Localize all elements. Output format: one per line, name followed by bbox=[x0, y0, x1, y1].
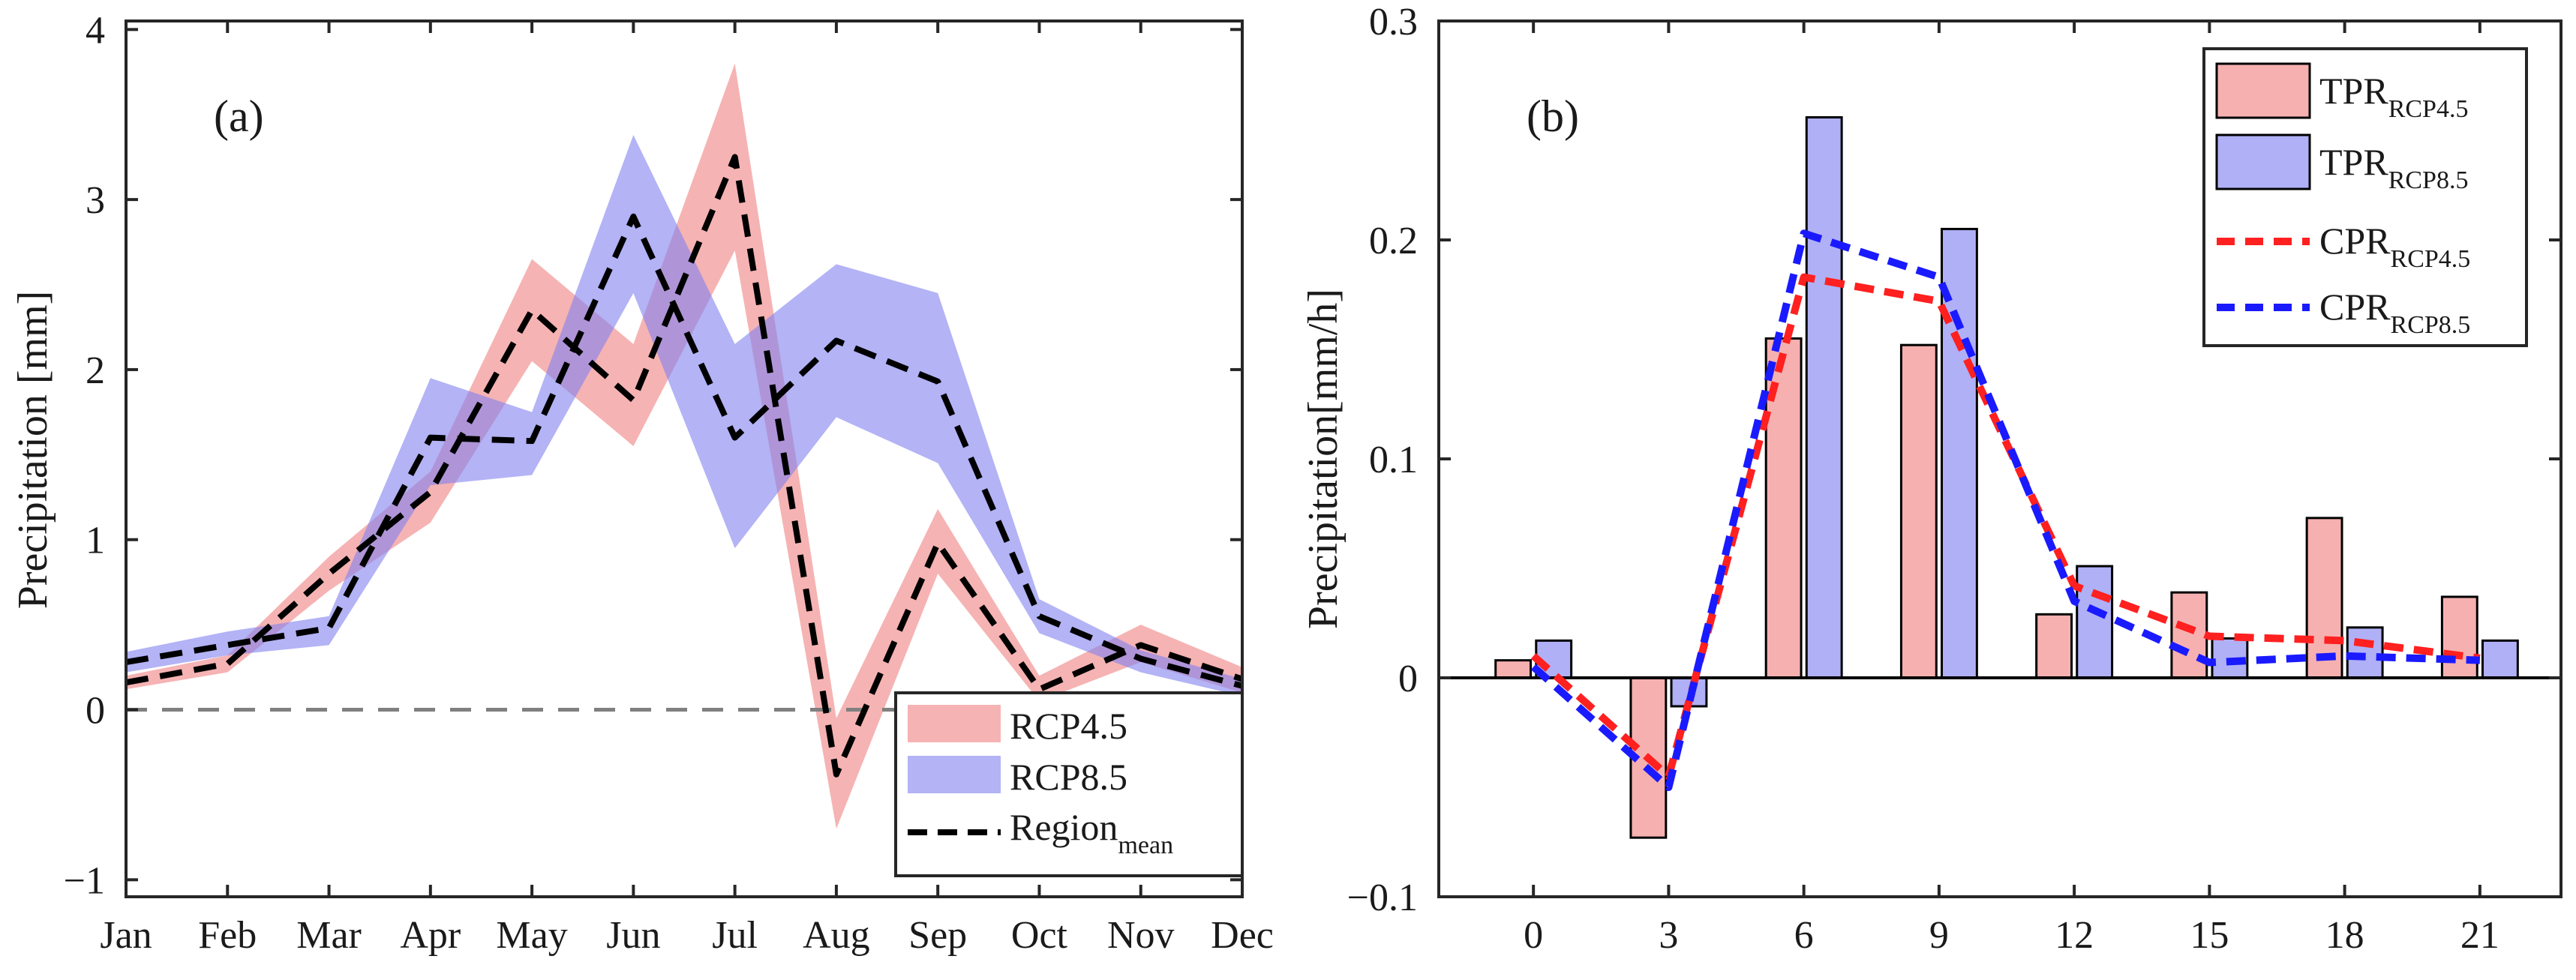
panel-b-axes-frame bbox=[1437, 19, 2562, 898]
legend-label-cpr-rcp85-sub: RCP8.5 bbox=[2391, 311, 2471, 339]
panel-a-xtick-label-mar: Mar bbox=[296, 914, 362, 957]
bar-tpr-rcp4-5-h0 bbox=[1494, 659, 1533, 679]
panel-a-y-axis-title: Precipitation [mm] bbox=[10, 291, 56, 610]
panel-b-label: (b) bbox=[1527, 91, 1579, 141]
legend-label-region-mean: Regionmean bbox=[1010, 806, 1173, 859]
panel-a-ytick-label: 1 bbox=[86, 520, 105, 562]
legend-label-cpr-rcp45: CPRRCP4.5 bbox=[2319, 220, 2470, 273]
legend-label-rcp85: RCP8.5 bbox=[1010, 756, 1127, 798]
bar-tpr-rcp4-5-h12 bbox=[2035, 613, 2073, 679]
series-line-region-mean-2 bbox=[125, 154, 1244, 778]
panel-b-bars bbox=[1494, 115, 2519, 839]
panel-b-ytick-label: 0 bbox=[1398, 658, 1418, 700]
panel-b-xtick-label-12: 12 bbox=[2055, 914, 2094, 957]
panel-b-xtick-label-9: 9 bbox=[1929, 914, 1949, 957]
panel-a-ytick-label: −1 bbox=[64, 859, 105, 902]
panel-b-lines bbox=[1530, 229, 2481, 791]
panel-b-ytick-label: −0.1 bbox=[1347, 877, 1418, 919]
panel-b-x-ticks: 0 3 6 9 12 15 18 21 bbox=[1524, 21, 2499, 957]
panel-a-xtick-label-sep: Sep bbox=[908, 914, 967, 957]
legend-label-tpr-rcp85: TPRRCP8.5 bbox=[2319, 141, 2468, 194]
panel-b-ytick-label: 0.2 bbox=[1369, 220, 1418, 262]
panel-b-ytick-label: 0.1 bbox=[1369, 439, 1418, 481]
panel-a-xtick-label-nov: Nov bbox=[1107, 914, 1175, 957]
panel-a-xtick-label-apr: Apr bbox=[400, 914, 461, 957]
bar-tpr-rcp4-5-h9 bbox=[1899, 343, 1938, 679]
band-rcp8-5 bbox=[126, 134, 1242, 697]
panel-a-bands bbox=[126, 63, 1242, 829]
legend-label-tpr-rcp85-sub: RCP8.5 bbox=[2388, 166, 2469, 194]
panel-b-xtick-label-15: 15 bbox=[2190, 914, 2229, 957]
panel-b-ytick-label: 0.3 bbox=[1369, 1, 1418, 43]
legend-label-cpr-rcp45-sub: RCP4.5 bbox=[2391, 245, 2471, 273]
legend-label-cpr-rcp85: CPRRCP8.5 bbox=[2319, 286, 2470, 339]
panel-a-chart: Precipitation [mm] (a) −1 0 1 2 3 4 Jan Feb Mar… bbox=[10, 9, 1274, 957]
panel-b-xtick-label-21: 21 bbox=[2460, 914, 2499, 957]
panel-b-chart: Precipitation[mm/h] (b) −0.1 0 0.1 0.2 0.3 0… bbox=[1300, 1, 2562, 957]
panel-a-lines bbox=[125, 154, 1244, 778]
panel-a-xtick-label-may: May bbox=[496, 914, 567, 957]
bar-tpr-rcp4-5-h18 bbox=[2305, 517, 2343, 679]
legend-label-rcp45: RCP4.5 bbox=[1010, 705, 1127, 747]
panel-b-xtick-label-18: 18 bbox=[2325, 914, 2364, 957]
legend-label-cpr-rcp45-main: CPR bbox=[2319, 220, 2391, 262]
panel-a-xtick-label-jan: Jan bbox=[100, 914, 152, 957]
legend-label-tpr-rcp85-main: TPR bbox=[2319, 141, 2388, 183]
panel-b-legend: TPRRCP4.5 TPRRCP8.5 CPRRCP4.5 CPRRCP8.5 bbox=[2202, 47, 2528, 347]
panel-a-x-ticks: Jan Feb Mar Apr May Jun Jul Aug Sep Oct Nov Dec bbox=[100, 21, 1274, 957]
bar-tpr-rcp4-5-h15 bbox=[2170, 591, 2208, 679]
panel-a-ytick-label: 2 bbox=[86, 349, 105, 392]
panel-a-xtick-label-dec: Dec bbox=[1211, 914, 1274, 957]
panel-a-ytick-label: 4 bbox=[86, 9, 105, 52]
panel-b-xtick-label-0: 0 bbox=[1524, 914, 1543, 957]
panel-a-xtick-label-jun: Jun bbox=[606, 914, 660, 957]
panel-b-y-axis-title: Precipitation[mm/h] bbox=[1300, 289, 1347, 629]
band-rcp4-5 bbox=[126, 63, 1242, 829]
legend-swatch-tpr-rcp85 bbox=[2215, 133, 2311, 190]
panel-a-label: (a) bbox=[214, 91, 264, 141]
panel-a-legend: RCP4.5 RCP8.5 Regionmean bbox=[894, 691, 1244, 877]
panel-a-xtick-label-oct: Oct bbox=[1011, 914, 1068, 957]
legend-label-tpr-rcp45: TPRRCP4.5 bbox=[2319, 70, 2468, 123]
legend-label-cpr-rcp85-main: CPR bbox=[2319, 286, 2391, 328]
panel-a-xtick-label-aug: Aug bbox=[803, 914, 870, 957]
legend-swatch-rcp45 bbox=[908, 705, 1001, 742]
series-line-cpr-rcp4-5 bbox=[1530, 273, 2481, 781]
series-line-cpr-rcp8-5 bbox=[1530, 229, 2481, 791]
panel-a-y-ticks: −1 0 1 2 3 4 bbox=[64, 9, 1242, 902]
bar-tpr-rcp8-5-h6 bbox=[1805, 115, 1843, 679]
bar-tpr-rcp8-5-h12 bbox=[2076, 565, 2114, 679]
legend-label-tpr-rcp45-main: TPR bbox=[2319, 70, 2388, 112]
panel-b-xtick-label-6: 6 bbox=[1794, 914, 1814, 957]
bar-tpr-rcp8-5-h21 bbox=[2481, 639, 2519, 679]
panel-a-ytick-label: 0 bbox=[86, 690, 105, 733]
series-line-region-mean-1 bbox=[125, 213, 1244, 689]
panel-a-ytick-label: 3 bbox=[86, 179, 105, 222]
panel-b-xtick-label-3: 3 bbox=[1659, 914, 1678, 957]
legend-swatch-tpr-rcp45 bbox=[2215, 62, 2311, 119]
panel-a-xtick-label-feb: Feb bbox=[198, 914, 257, 957]
bar-tpr-rcp4-5-h21 bbox=[2440, 595, 2478, 679]
panel-b-legend-box bbox=[2202, 47, 2528, 347]
legend-swatch-rcp85 bbox=[908, 756, 1001, 793]
legend-label-tpr-rcp45-sub: RCP4.5 bbox=[2388, 95, 2469, 123]
bar-tpr-rcp8-5-h9 bbox=[1940, 227, 1978, 679]
legend-label-region-mean-main: Region bbox=[1010, 806, 1118, 848]
legend-label-region-mean-sub: mean bbox=[1118, 832, 1173, 859]
panel-a-axes-frame bbox=[125, 19, 1244, 898]
panel-a-xtick-label-jul: Jul bbox=[712, 914, 758, 957]
